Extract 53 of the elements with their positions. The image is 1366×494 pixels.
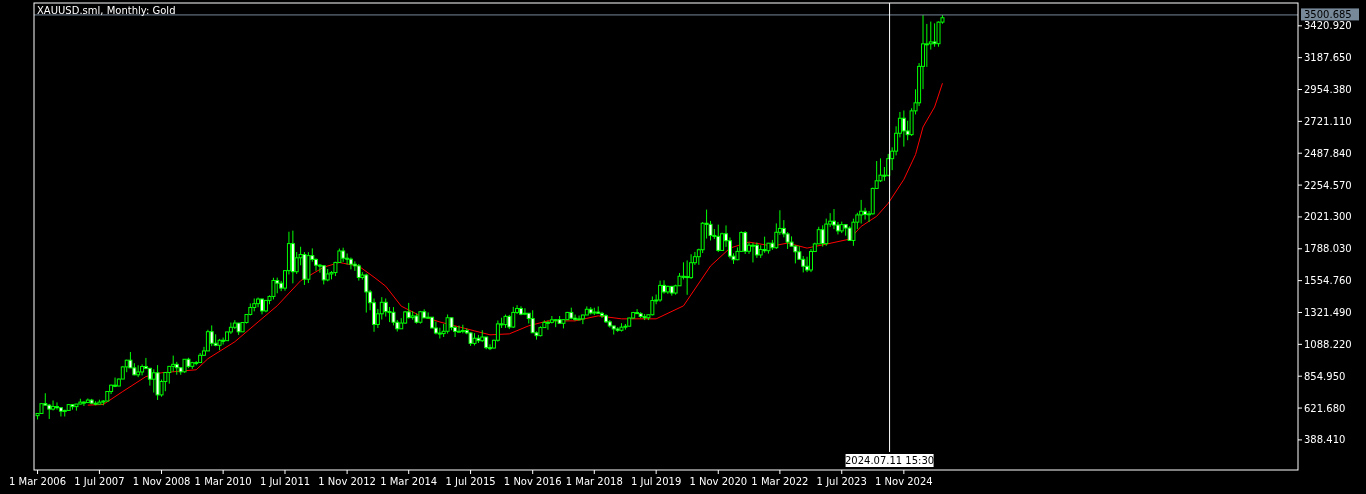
candlestick bbox=[635, 308, 640, 315]
y-tick-label: 2021.300 bbox=[1304, 211, 1352, 223]
candlestick bbox=[383, 297, 388, 318]
y-tick-label: 2721.110 bbox=[1304, 115, 1352, 127]
line-series bbox=[87, 82, 943, 406]
x-tick-label: 1 Jul 2015 bbox=[445, 476, 496, 487]
y-tick-label: 388.410 bbox=[1304, 434, 1346, 446]
ref-line-label: 3500.685 bbox=[1304, 9, 1352, 21]
candlestick bbox=[932, 22, 937, 48]
candlestick bbox=[306, 251, 311, 284]
x-tick-label: 1 Jul 2023 bbox=[816, 476, 867, 487]
x-tick-label: 1 Mar 2022 bbox=[751, 476, 809, 487]
candlestick bbox=[51, 400, 56, 411]
x-tick-label: 1 Mar 2018 bbox=[565, 476, 623, 487]
candlestick bbox=[321, 264, 326, 285]
y-tick-label: 1088.220 bbox=[1304, 338, 1352, 350]
x-tick-label: 1 Mar 2010 bbox=[194, 476, 252, 487]
candlestick bbox=[685, 259, 690, 296]
y-tick-label: 3420.920 bbox=[1304, 20, 1352, 32]
candlestick bbox=[364, 273, 369, 314]
y-tick-label: 2487.840 bbox=[1304, 147, 1352, 159]
x-tick-label: 1 Jul 2007 bbox=[74, 476, 125, 487]
y-tick-label: 621.680 bbox=[1304, 402, 1346, 414]
x-tick-label: 1 Nov 2012 bbox=[318, 476, 376, 487]
y-tick-label: 3187.650 bbox=[1304, 52, 1352, 64]
candlestick bbox=[824, 218, 829, 247]
candlestick bbox=[379, 296, 384, 321]
x-tick-label: 1 Nov 2020 bbox=[689, 476, 748, 487]
y-tick-label: 1321.490 bbox=[1304, 306, 1352, 318]
candlestick bbox=[54, 401, 59, 411]
y-tick-label: 2954.380 bbox=[1304, 84, 1352, 96]
x-tick-label: 1 Jul 2019 bbox=[631, 476, 682, 487]
x-tick-label: 1 Jul 2011 bbox=[259, 476, 311, 487]
candlestick bbox=[658, 280, 663, 303]
candlestick bbox=[859, 199, 864, 225]
x-tick-label: 1 Mar 2014 bbox=[380, 476, 438, 487]
candlestick bbox=[863, 207, 868, 221]
candlestick bbox=[901, 109, 906, 148]
candlestick bbox=[924, 23, 929, 68]
x-tick-label: 1 Mar 2006 bbox=[9, 476, 67, 487]
y-tick-label: 2254.570 bbox=[1304, 179, 1352, 191]
chart-title: XAUUSD.sml, Monthly: Gold bbox=[37, 5, 176, 16]
x-tick-label: 1 Nov 2008 bbox=[132, 476, 191, 487]
candlestick bbox=[155, 364, 160, 401]
x-tick-label: 1 Nov 2024 bbox=[875, 476, 933, 487]
y-tick-label: 1788.030 bbox=[1304, 243, 1352, 255]
y-tick-label: 854.950 bbox=[1304, 370, 1346, 382]
y-tick-label: 1554.760 bbox=[1304, 275, 1352, 287]
candlestick bbox=[205, 329, 210, 352]
candlestick bbox=[936, 20, 941, 48]
candlestick bbox=[600, 311, 605, 319]
candlestick bbox=[345, 252, 350, 266]
x-tick-label: 1 Nov 2016 bbox=[503, 476, 562, 487]
